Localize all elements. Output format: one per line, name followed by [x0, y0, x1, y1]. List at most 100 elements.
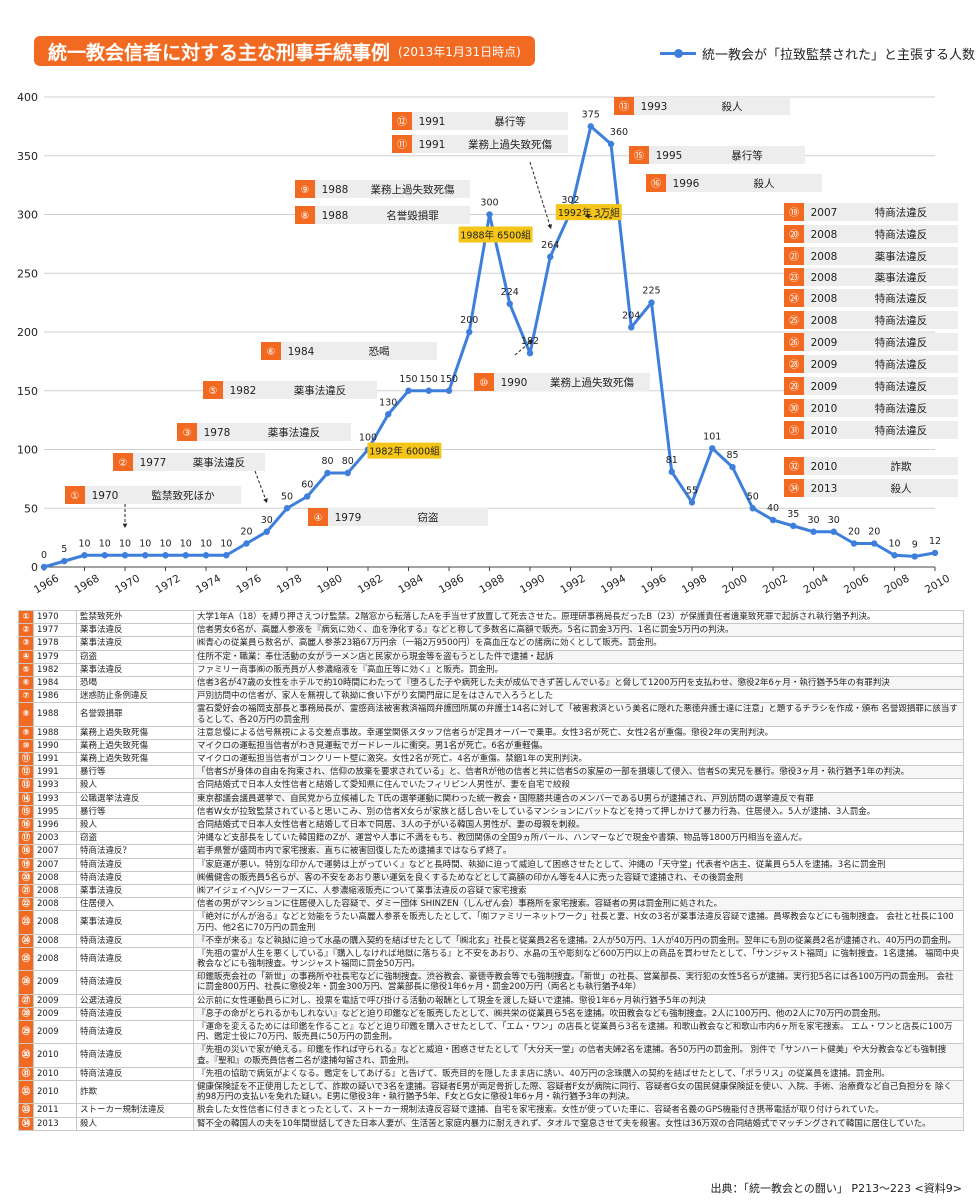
case-description: 『絶対にがんが治る』などと効能をうたい高麗人参茶を販売したとして、「㈲ファミリー… [193, 910, 964, 935]
case-year-cell: 2008 [33, 883, 77, 899]
case-crime-cell: 業務上過失致死傷 [76, 752, 194, 767]
case-no: ㉜ [18, 1079, 34, 1105]
case-number-box [295, 180, 315, 198]
pointer-arrowhead [585, 213, 590, 219]
case-year: 1984 [288, 346, 315, 358]
y-tick-label: 150 [17, 385, 38, 398]
case-number-box [784, 289, 804, 307]
case-number: ㉖ [789, 337, 799, 349]
table-row: ⑰ 2003 窃盗 沖縄など支部長をしていた韓国籍のZが、運営や人事に不満をもち、教団… [18, 831, 964, 846]
case-year-cell: 2013 [33, 1116, 77, 1131]
case-year-cell: 2008 [33, 897, 77, 912]
data-point [405, 387, 412, 394]
case-label: ⑯ 1996 殺人 [646, 174, 822, 192]
case-number-box [392, 112, 412, 130]
case-number: ④ [314, 513, 323, 524]
data-label: 10 [139, 538, 151, 549]
callout-label: 1988年 6500組 [460, 229, 531, 241]
data-label: 20 [868, 527, 880, 538]
case-number: ⑧ [301, 211, 310, 222]
case-label-box [784, 225, 958, 243]
case-description: ㈱備健舎の販売員5名らが、客の不安をあおり悪い運気を良くするためなどとして高額の… [193, 870, 964, 885]
table-row: ⑪ 1991 業務上過失致死傷 マイクロの運転担当信者がコンクリート壁に激突。女性2名… [18, 752, 964, 767]
case-number-box [784, 247, 804, 265]
case-description: 『息子の命がとられるかもしれない』などと迫り印鑑などを販売したとして、㈱共栄の従… [193, 1006, 964, 1022]
table-row: ㉖ 2009 特商法違反 印鑑販売会社の「新世」の事務所や社長宅などに強制捜査。渋谷教… [18, 970, 964, 995]
case-number-box [203, 381, 223, 399]
x-tick-label: 1998 [680, 573, 709, 597]
data-label: 30 [828, 515, 840, 526]
x-tick-label: 1980 [315, 573, 344, 597]
case-label: ③ 1978 薬事法違反 [177, 423, 351, 441]
case-label: ㉑ 2008 薬事法違反 [784, 247, 958, 265]
case-label-box [646, 174, 822, 192]
table-row: ㉓ 2008 薬事法違反 『絶対にがんが治る』などと効能をうたい高麗人参茶を販売したと… [18, 910, 964, 935]
pointer-arrowhead [528, 340, 533, 345]
case-label-box [65, 486, 241, 504]
case-table: ① 1970 監禁致死外 大学1年A（18）を縛り押さえつけ監禁。2階窓から転落したA… [18, 609, 964, 1131]
case-year: 2008 [811, 229, 838, 241]
case-crime-cell: 薬事法違反 [76, 883, 194, 899]
case-crime: 窃盗 [418, 511, 439, 524]
case-label-box [784, 399, 958, 417]
case-label: ㉜ 2010 詐欺 [784, 457, 958, 475]
case-number-box [614, 97, 634, 115]
case-description: ファミリー商事㈱の販売員が人参濃縮液を『高血圧等に効く』と販売。罰金刑。 [193, 662, 964, 677]
x-tick-label: 1982 [356, 573, 385, 597]
table-row: ⑮ 1995 暴行等 信者W女が拉致監禁されていると思いこみ、別の信者X女らが家族と話… [18, 804, 964, 820]
case-label-box [784, 203, 958, 221]
data-label: 360 [610, 127, 628, 138]
case-label-box [295, 180, 470, 198]
data-point [142, 552, 149, 559]
case-crime-cell: 薬事法違反 [76, 910, 194, 935]
case-label: ⑤ 1982 薬事法違反 [203, 381, 377, 399]
callout-box [458, 226, 533, 243]
case-description: 注意怠慢による信号無視による交差点事故。幸運堂関係スタッフ信者らが定員オーバーで… [193, 725, 964, 740]
case-description: 脱会した女性信者に付きまとったとして、ストーカー規制法違反容疑で逮捕、自宅を家宅… [193, 1103, 964, 1118]
data-point [790, 522, 797, 530]
case-description: 信者男女6名が、高麗人参液を『病気に効く、血を浄化する』などと称して多数名に高額… [193, 623, 964, 638]
data-label: 225 [642, 286, 660, 297]
case-number: ⑳ [789, 229, 799, 241]
case-description: 大学1年A（18）を縛り押さえつけ監禁。2階窓から転落したAを手当せず放置して死… [193, 609, 964, 625]
data-label: 81 [666, 455, 678, 466]
case-year-cell: 1977 [33, 623, 77, 638]
case-crime: 薬事法違反 [193, 456, 246, 469]
case-label: ⑪ 1991 業務上過失致死傷 [392, 135, 568, 153]
table-row: ⑨ 1988 業務上過失致死傷 注意怠慢による信号無視による交差点事故。幸運堂関係スタ… [18, 725, 964, 740]
case-no: ⑮ [18, 804, 34, 820]
table-row: ③ 1978 薬事法違反 ㈱青心の従業員ら数名が、高麗人参茶23箱67万円余（一箱2万… [18, 636, 964, 651]
case-label-box [784, 333, 958, 351]
case-crime-cell: 特商法違反 [76, 1019, 194, 1045]
case-year-cell: 1970 [33, 609, 77, 625]
case-no: ⑰ [18, 831, 34, 846]
case-number-box [784, 311, 804, 329]
table-row: ⑭ 1993 公職選挙法違反 東京都議会議員選挙で、自民党から立候補した T氏の選挙運… [18, 791, 964, 806]
data-label: 50 [747, 491, 759, 502]
case-no: ③ [18, 636, 34, 651]
case-number: ⑲ [789, 207, 799, 219]
data-point [263, 528, 270, 535]
case-no: ⑥ [18, 675, 34, 691]
case-number-box [261, 342, 281, 360]
case-crime: 薬事法違反 [875, 271, 928, 284]
case-year-cell: 2003 [33, 831, 77, 846]
case-number-box [784, 203, 804, 221]
data-point [506, 300, 513, 307]
case-crime-cell: 恐喝 [76, 675, 194, 691]
data-point [688, 499, 696, 506]
pointer-arrow [529, 161, 552, 230]
data-label: 30 [807, 515, 819, 526]
case-year: 2008 [811, 315, 838, 327]
case-label: ㉖ 2009 特商法違反 [784, 333, 958, 351]
case-label: ㉕ 2008 特商法違反 [784, 311, 958, 329]
case-year: 1970 [92, 490, 119, 502]
data-label: 375 [582, 109, 600, 120]
data-point [547, 253, 554, 260]
table-row: ⑩ 1990 業務上過失致死傷 マイクロの運転担当信者がわき見運転でガードレールに衝突… [18, 738, 964, 754]
case-year-cell: 1982 [33, 662, 77, 677]
case-description: 公示前に女性運動員らに対し、投票を電話で呼び掛ける活動の報酬として現金を渡した疑… [193, 993, 964, 1008]
case-no: ⑪ [18, 752, 34, 767]
table-row: ⑥ 1984 恐喝 信者3名が47歳の女性をホテルで約10時間にわたって『堕ろした子や… [18, 675, 964, 691]
case-crime-cell: 特商法違反 [76, 1006, 194, 1022]
